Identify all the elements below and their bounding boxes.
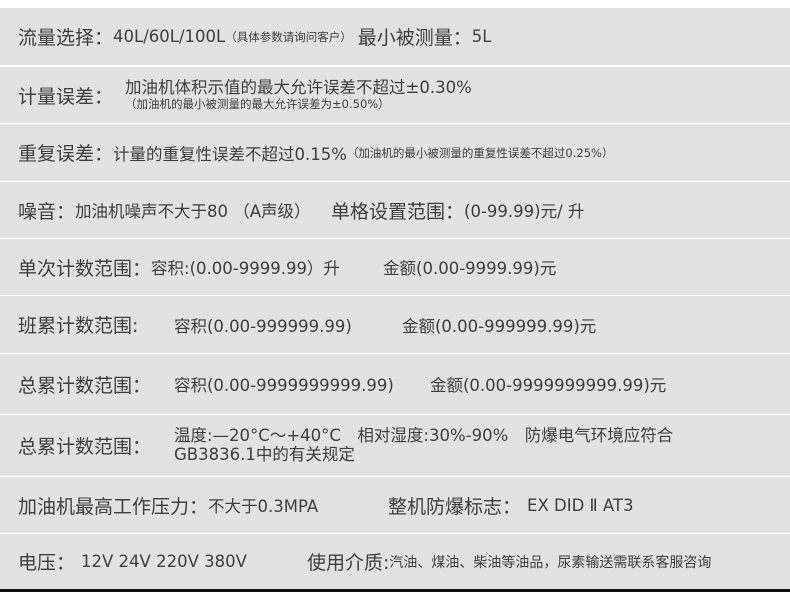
metering-error-note: （加油机的最小被测量的最大允许误差为±0.50%） xyxy=(125,96,390,111)
unit-price-range-label: 单格设置范围： xyxy=(331,200,465,223)
flow-value: 40L/60L/100L xyxy=(113,27,226,46)
repeat-error-value: 计量的重复性误差不超过0.15% xyxy=(113,144,347,164)
explosion-mark-label: 整机防爆标志： xyxy=(388,495,522,518)
noise-value: 加油机噪声不大于80 （A声级） xyxy=(75,202,311,221)
spec-row-voltage: 电压： 12V 24V 220V 380V 使用介质: 汽油、煤油、柴油等油品，… xyxy=(0,534,790,589)
unit-price-range-value: (0-99.99)元/ 升 xyxy=(464,202,585,221)
min-measure-label: 最小被测量： xyxy=(357,27,472,49)
metering-error-label: 计量误差： xyxy=(18,85,114,108)
spec-row-repeat-error: 重复误差： 计量的重复性误差不超过0.15% （加油机的最小被测量的重复性误差不… xyxy=(0,124,790,181)
single-count-label: 单次计数范围： xyxy=(18,257,152,280)
spec-row-shift-count: 班累计数范围: 容积(0.00-999999.99) 金额(0.00-99999… xyxy=(0,296,790,353)
noise-label: 噪音： xyxy=(18,200,76,223)
shift-count-amount: 金额(0.00-999999.99)元 xyxy=(402,316,597,336)
repeat-error-note: （加油机的最小被测量的重复性误差不超过0.25%） xyxy=(346,145,614,160)
voltage-value: 12V 24V 220V 380V xyxy=(81,552,247,571)
total-count-amount: 金额(0.00-9999999999.99)元 xyxy=(430,376,667,395)
metering-error-value: 加油机体积示值的最大允许误差不超过±0.30% xyxy=(125,77,472,97)
environment-value: 温度:—20°C～+40°C 相对湿度:30%-90% 防爆电气环境应符合 xyxy=(174,425,674,445)
shift-count-volume: 容积(0.00-999999.99) xyxy=(174,316,352,336)
total-count-volume: 容积(0.00-9999999999.99) xyxy=(174,376,394,395)
flow-label: 流量选择： xyxy=(18,27,114,49)
spec-row-pressure: 加油机最高工作压力： 不大于0.3MPA 整机防爆标志： EX DID Ⅱ AT… xyxy=(0,477,790,533)
spec-row-flow: 流量选择： 40L/60L/100L （具体参数请询问客户） 最小被测量： 5L xyxy=(0,8,790,65)
single-count-amount: 金额(0.00-9999.99)元 xyxy=(383,259,557,278)
spec-row-metering-error: 计量误差： 加油机体积示值的最大允许误差不超过±0.30% （加油机的最小被测量… xyxy=(0,67,790,123)
flow-note: （具体参数请询问客户） xyxy=(225,29,352,44)
bottom-border xyxy=(0,589,790,592)
spec-row-single-count: 单次计数范围： 容积:(0.00-9999.99）升 金额(0.00-9999.… xyxy=(0,239,790,295)
single-count-volume: 容积:(0.00-9999.99）升 xyxy=(151,259,340,278)
spec-row-environment: 总累计数范围： 温度:—20°C～+40°C 相对湿度:30%-90% 防爆电气… xyxy=(0,415,790,476)
pressure-value: 不大于0.3MPA xyxy=(208,497,319,516)
voltage-label: 电压： xyxy=(18,552,76,574)
pressure-label: 加油机最高工作压力： xyxy=(18,495,209,518)
min-measure-value: 5L xyxy=(471,27,492,46)
environment-label: 总累计数范围： xyxy=(18,436,152,458)
spec-row-noise: 噪音： 加油机噪声不大于80 （A声级） 单格设置范围： (0-99.99)元/… xyxy=(0,182,790,238)
spec-row-total-count: 总累计数范围： 容积(0.00-9999999999.99) 金额(0.00-9… xyxy=(0,354,790,414)
medium-value: 汽油、煤油、柴油等油品，尿素输送需联系客服咨询 xyxy=(389,554,712,571)
repeat-error-label: 重复误差： xyxy=(18,143,114,165)
medium-label: 使用介质: xyxy=(307,552,390,574)
shift-count-label: 班累计数范围: xyxy=(18,315,139,337)
explosion-mark-value: EX DID Ⅱ AT3 xyxy=(527,495,634,515)
total-count-label: 总累计数范围： xyxy=(18,374,152,397)
environment-value-line2: GB3836.1中的有关规定 xyxy=(174,444,355,464)
